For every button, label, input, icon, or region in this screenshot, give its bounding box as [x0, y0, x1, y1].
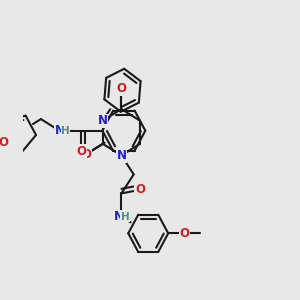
Text: N: N — [116, 149, 126, 162]
Text: O: O — [76, 145, 86, 158]
Text: O: O — [81, 148, 92, 160]
Text: N: N — [114, 210, 124, 223]
Text: O: O — [135, 183, 145, 196]
Text: O: O — [116, 82, 126, 95]
Text: O: O — [179, 227, 189, 240]
Text: O: O — [0, 136, 8, 149]
Text: H: H — [121, 212, 129, 222]
Text: H: H — [61, 126, 70, 136]
Text: N: N — [98, 114, 108, 127]
Text: N: N — [55, 124, 64, 137]
